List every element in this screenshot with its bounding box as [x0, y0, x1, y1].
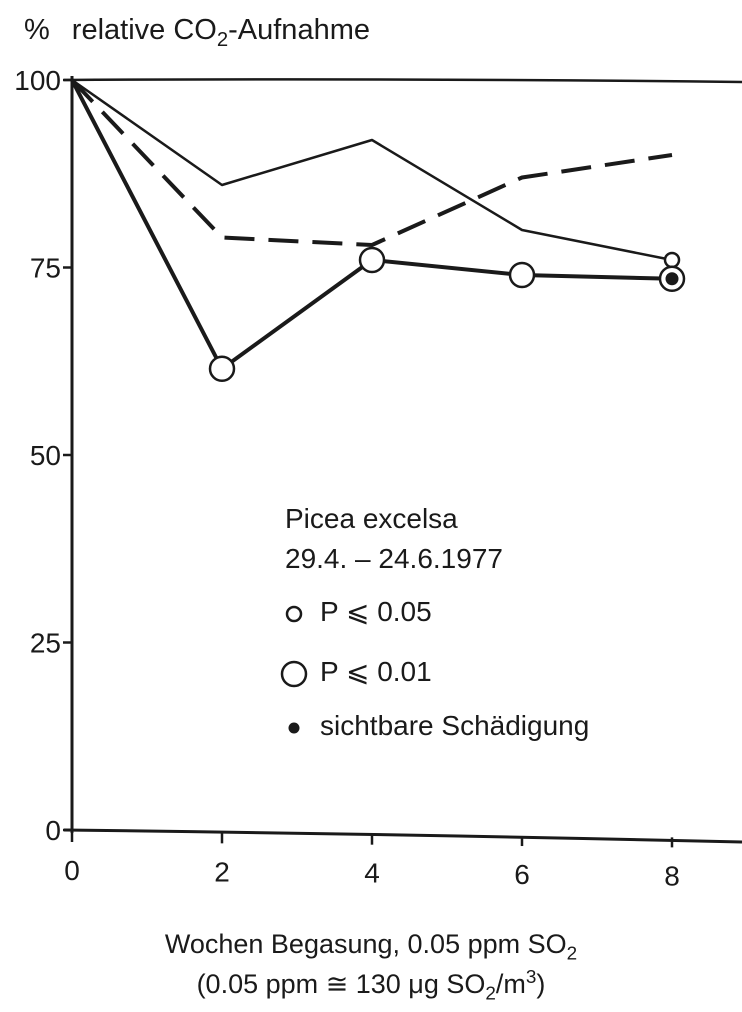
- legend-marker-small-open: [285, 605, 303, 623]
- y-axis-label-text: relative CO: [71, 14, 217, 46]
- y-tick-label: 75: [30, 253, 61, 284]
- x-tick-label: 4: [364, 858, 380, 889]
- y-tick-label: 25: [30, 628, 61, 659]
- y-tick-label: 50: [30, 440, 61, 471]
- legend-label-p001: P ⩽ 0.01: [320, 656, 432, 687]
- series-line-thin-solid: [71, 78, 673, 262]
- legend-markers: [280, 605, 308, 734]
- y-axis-label-suffix: -Aufnahme: [228, 14, 370, 46]
- x-axis-note-pre: (0.05 ppm ≅ 130 μg SO: [196, 969, 486, 999]
- series-line-dashed: [70, 78, 673, 247]
- x-axis-note-sub: 2: [485, 983, 496, 1005]
- x-axis-note-sup: 3: [525, 967, 537, 988]
- legend-marker-large-open: [280, 660, 308, 688]
- top-frame-line: [63, 78, 742, 84]
- x-tick-label: 2: [214, 856, 230, 887]
- y-axis-unit: %: [24, 14, 50, 46]
- y-axis-label: % relative CO2-Aufnahme: [24, 14, 370, 52]
- x-axis-note-mid: /m: [495, 969, 526, 999]
- y-tick-label: 100: [14, 65, 61, 96]
- legend-title: Picea excelsa: [285, 503, 458, 534]
- data-point-large-open: [358, 246, 386, 274]
- data-point-large-open: [208, 355, 236, 382]
- x-tick-label: 6: [514, 859, 530, 890]
- legend-label-p005: P ⩽ 0.05: [320, 596, 432, 627]
- y-axis-label-sub: 2: [216, 28, 229, 51]
- x-axis-note-post: ): [536, 969, 546, 999]
- data-point-large-open-filled-fill: [665, 272, 679, 286]
- x-axis-line: [63, 828, 742, 844]
- x-axis-note: (0.05 ppm ≅ 130 μg SO2/m3): [0, 960, 742, 1012]
- legend-label-damage: sichtbare Schädigung: [320, 710, 590, 741]
- x-tick-label: 8: [664, 860, 680, 891]
- x-axis-label-sub: 2: [566, 943, 578, 965]
- legend-marker-filled: [288, 722, 300, 734]
- x-axis-label-text: Wochen Begasung, 0.05 ppm SO: [164, 929, 567, 959]
- series-line-thick-solid: [70, 79, 673, 371]
- axis-ticks: 0 25 50 75 100 0 2 4 6 8: [14, 65, 680, 891]
- data-point-small-open: [663, 251, 681, 269]
- x-tick-label: 0: [64, 855, 80, 886]
- data-markers: [208, 246, 686, 382]
- y-tick-label: 0: [45, 815, 61, 846]
- data-point-large-open: [508, 261, 536, 289]
- legend-date: 29.4. – 24.6.1977: [285, 543, 503, 574]
- data-series: [70, 78, 673, 371]
- x-axis-label: Wochen Begasung, 0.05 ppm SO2: [0, 926, 742, 972]
